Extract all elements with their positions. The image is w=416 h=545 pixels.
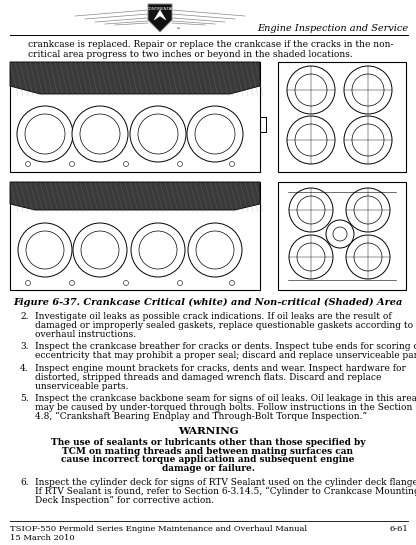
Circle shape (196, 231, 234, 269)
Circle shape (354, 196, 382, 224)
Text: TSIOF-550 Permold Series Engine Maintenance and Overhaul Manual: TSIOF-550 Permold Series Engine Maintena… (10, 525, 307, 533)
Circle shape (289, 235, 333, 279)
Text: Inspect the crankcase breather for cracks or dents. Inspect tube ends for scorin: Inspect the crankcase breather for crack… (35, 342, 416, 352)
Text: If RTV Sealant is found, refer to Section 6-3.14.5, “Cylinder to Crankcase Mount: If RTV Sealant is found, refer to Sectio… (35, 487, 416, 496)
Circle shape (344, 66, 392, 114)
Text: Figure 6-37. Crankcase Critical (white) and Non-critical (Shaded) Area: Figure 6-37. Crankcase Critical (white) … (13, 298, 403, 307)
Circle shape (17, 106, 73, 162)
Circle shape (139, 231, 177, 269)
Text: Inspect the cylinder deck for signs of RTV Sealant used on the cylinder deck fla: Inspect the cylinder deck for signs of R… (35, 478, 416, 487)
Circle shape (352, 74, 384, 106)
Bar (278, 62, 406, 172)
Text: The use of sealants or lubricants other than those specified by: The use of sealants or lubricants other … (51, 438, 365, 447)
Text: 15 March 2010: 15 March 2010 (10, 534, 74, 542)
Circle shape (26, 231, 64, 269)
Text: Engine Inspection and Service: Engine Inspection and Service (257, 24, 408, 33)
Circle shape (25, 281, 30, 286)
Text: cause incorrect torque application and subsequent engine: cause incorrect torque application and s… (61, 456, 355, 464)
Text: WARNING: WARNING (178, 427, 238, 436)
Text: may be caused by under-torqued through bolts. Follow instructions in the Section: may be caused by under-torqued through b… (35, 403, 416, 412)
Circle shape (352, 124, 384, 156)
Circle shape (344, 116, 392, 164)
Text: 4.8, “Crankshaft Bearing Endplay and Through-Bolt Torque Inspection.”: 4.8, “Crankshaft Bearing Endplay and Thr… (35, 412, 367, 421)
Bar (10, 62, 260, 172)
Polygon shape (154, 10, 166, 20)
Circle shape (295, 74, 327, 106)
Circle shape (289, 188, 333, 232)
Circle shape (80, 114, 120, 154)
Circle shape (25, 161, 30, 167)
Text: unserviceable parts.: unserviceable parts. (35, 382, 129, 391)
Circle shape (346, 188, 390, 232)
Polygon shape (148, 4, 172, 32)
Circle shape (138, 114, 178, 154)
Text: eccentricity that may prohibit a proper seal; discard and replace unserviceable : eccentricity that may prohibit a proper … (35, 351, 416, 360)
Text: ™: ™ (175, 27, 180, 32)
Circle shape (131, 223, 185, 277)
Circle shape (69, 281, 74, 286)
Text: overhaul instructions.: overhaul instructions. (35, 330, 136, 338)
Circle shape (295, 124, 327, 156)
Circle shape (81, 231, 119, 269)
Circle shape (25, 114, 65, 154)
Circle shape (333, 227, 347, 241)
Circle shape (73, 223, 127, 277)
Polygon shape (10, 182, 260, 210)
Text: 2.: 2. (20, 312, 29, 321)
Circle shape (297, 196, 325, 224)
Text: damaged or improperly sealed gaskets, replace questionable gaskets according to : damaged or improperly sealed gaskets, re… (35, 321, 416, 330)
Circle shape (230, 281, 235, 286)
Circle shape (326, 220, 354, 248)
Circle shape (287, 116, 335, 164)
Circle shape (230, 161, 235, 167)
Text: 3.: 3. (20, 342, 29, 352)
Circle shape (188, 223, 242, 277)
Text: Deck Inspection” for corrective action.: Deck Inspection” for corrective action. (35, 495, 214, 505)
Text: Inspect engine mount brackets for cracks, dents and wear. Inspect hardware for: Inspect engine mount brackets for cracks… (35, 364, 406, 373)
Circle shape (178, 161, 183, 167)
Circle shape (130, 106, 186, 162)
Text: TCM on mating threads and between mating surfaces can: TCM on mating threads and between mating… (62, 446, 354, 456)
Text: 6.: 6. (20, 478, 29, 487)
Circle shape (124, 281, 129, 286)
Text: Inspect the crankcase backbone seam for signs of oil leaks. Oil leakage in this : Inspect the crankcase backbone seam for … (35, 395, 416, 403)
Circle shape (178, 281, 183, 286)
Text: CONTINENTAL: CONTINENTAL (146, 7, 174, 11)
Text: damage or failure.: damage or failure. (161, 464, 255, 473)
Text: distorted, stripped threads and damaged wrench flats. Discard and replace: distorted, stripped threads and damaged … (35, 373, 381, 382)
Circle shape (287, 66, 335, 114)
Text: critical area progress to two inches or beyond in the shaded locations.: critical area progress to two inches or … (28, 50, 353, 59)
Circle shape (354, 243, 382, 271)
Circle shape (72, 106, 128, 162)
Circle shape (346, 235, 390, 279)
Bar (10, 182, 260, 290)
Circle shape (195, 114, 235, 154)
Text: 6-61: 6-61 (389, 525, 408, 533)
Text: 4.: 4. (20, 364, 29, 373)
Circle shape (69, 161, 74, 167)
Text: crankcase is replaced. Repair or replace the crankcase if the cracks in the non-: crankcase is replaced. Repair or replace… (28, 40, 394, 49)
Circle shape (124, 161, 129, 167)
Polygon shape (10, 62, 260, 94)
Circle shape (187, 106, 243, 162)
Text: Investigate oil leaks as possible crack indications. If oil leaks are the result: Investigate oil leaks as possible crack … (35, 312, 391, 321)
Circle shape (297, 243, 325, 271)
Circle shape (18, 223, 72, 277)
Text: 5.: 5. (20, 395, 29, 403)
Bar (278, 182, 406, 290)
